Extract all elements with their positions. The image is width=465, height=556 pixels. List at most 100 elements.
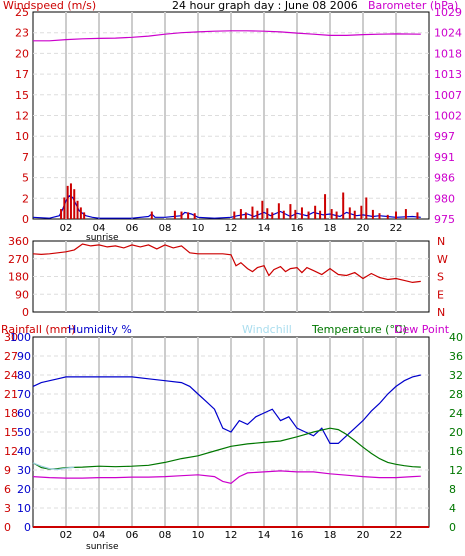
p3-temp-tick-16: 16 bbox=[449, 445, 463, 458]
p1-right-tick-975: 975 bbox=[434, 213, 455, 226]
p3-rain-tick-21: 21 bbox=[4, 388, 18, 401]
p1-right-tick-997: 997 bbox=[434, 130, 455, 143]
p1-x-tick-04: 04 bbox=[93, 223, 106, 234]
p3-humidity-tick-60: 60 bbox=[17, 407, 31, 420]
ticks-layer: 02 04 06 08 10 12 14 16 18 20 22025710121517202325… bbox=[4, 6, 463, 541]
p1-x-tick-22: 22 bbox=[390, 223, 403, 234]
p1-right-tick-986: 986 bbox=[434, 172, 455, 185]
dew-point-line bbox=[32, 470, 421, 484]
p1-left-tick-23: 23 bbox=[15, 27, 29, 40]
p2-right-tick-S-2: S bbox=[437, 271, 444, 284]
grid-layer bbox=[33, 12, 429, 527]
p3-x-tick-06: 06 bbox=[126, 530, 139, 541]
p3-rain-tick-3: 3 bbox=[4, 502, 11, 515]
p1-right-tick-1007: 1007 bbox=[434, 89, 462, 102]
p3-rain-tick-0: 0 bbox=[4, 521, 11, 534]
p3-rain-tick-12: 12 bbox=[4, 445, 18, 458]
temperature-line bbox=[32, 427, 421, 470]
wind-direction-line bbox=[32, 243, 421, 284]
p2-left-tick-0: 0 bbox=[22, 306, 29, 319]
p2-right-tick-W-1: W bbox=[437, 253, 448, 266]
p1-x-tick-10: 10 bbox=[192, 223, 205, 234]
p3-humidity-tick-0: 0 bbox=[24, 521, 31, 534]
p3-x-tick-02: 02 bbox=[60, 530, 73, 541]
windspeed-axis-label: Windspeed (m/s) bbox=[3, 0, 96, 12]
p1-left-tick-2: 2 bbox=[22, 192, 29, 205]
humidity--line bbox=[32, 374, 421, 444]
p1-left-tick-0: 0 bbox=[22, 213, 29, 226]
p3-rain-tick-18: 18 bbox=[4, 407, 18, 420]
p1-left-tick-20: 20 bbox=[15, 47, 29, 60]
humidity-axis-label: Humidity % bbox=[68, 323, 132, 336]
p1-x-tick-12: 12 bbox=[225, 223, 238, 234]
p3-x-tick-18: 18 bbox=[324, 530, 337, 541]
p3-temp-tick-8: 8 bbox=[449, 483, 456, 496]
p1-x-tick-18: 18 bbox=[324, 223, 337, 234]
p1-left-tick-25: 25 bbox=[15, 6, 29, 19]
p1-x-tick-06: 06 bbox=[126, 223, 139, 234]
p2-left-tick-180: 180 bbox=[8, 271, 29, 284]
p3-humidity-tick-70: 70 bbox=[17, 388, 31, 401]
sunrise-label-bottom: sunrise bbox=[86, 542, 119, 552]
p1-x-tick-14: 14 bbox=[258, 223, 271, 234]
p3-temp-tick-12: 12 bbox=[449, 464, 463, 477]
p3-rain-tick-9: 9 bbox=[4, 464, 11, 477]
p3-humidity-tick-10: 10 bbox=[17, 502, 31, 515]
p1-x-tick-08: 08 bbox=[159, 223, 172, 234]
windchill-line bbox=[32, 462, 75, 471]
windspeed-line bbox=[32, 195, 421, 219]
p3-x-tick-22: 22 bbox=[390, 530, 403, 541]
p3-x-tick-10: 10 bbox=[192, 530, 205, 541]
p1-left-tick-15: 15 bbox=[15, 89, 29, 102]
p3-temp-tick-24: 24 bbox=[449, 407, 463, 420]
p3-x-tick-12: 12 bbox=[225, 530, 238, 541]
p1-right-tick-1013: 1013 bbox=[434, 68, 462, 81]
dewpoint-label: Dew Point bbox=[394, 323, 450, 336]
p3-temp-tick-36: 36 bbox=[449, 350, 463, 363]
p3-humidity-tick-90: 90 bbox=[17, 350, 31, 363]
p1-left-tick-5: 5 bbox=[22, 172, 29, 185]
barometer-axis-label: Barometer (hPa) bbox=[368, 0, 458, 12]
p1-right-tick-1024: 1024 bbox=[434, 27, 462, 40]
p1-right-tick-980: 980 bbox=[434, 192, 455, 205]
p1-right-tick-1018: 1018 bbox=[434, 47, 462, 60]
p2-right-tick-N-4: N bbox=[437, 306, 445, 319]
p1-left-tick-12: 12 bbox=[15, 110, 29, 123]
chart-title: 24 hour graph day : June 08 2006 bbox=[172, 0, 358, 12]
p3-x-tick-20: 20 bbox=[357, 530, 370, 541]
p3-humidity-tick-40: 40 bbox=[17, 445, 31, 458]
p3-x-tick-04: 04 bbox=[93, 530, 106, 541]
p3-x-tick-14: 14 bbox=[258, 530, 271, 541]
p3-x-tick-16: 16 bbox=[291, 530, 304, 541]
p3-rain-tick-6: 6 bbox=[4, 483, 11, 496]
p1-right-tick-1029: 1029 bbox=[434, 6, 462, 19]
p3-humidity-tick-100: 100 bbox=[10, 331, 31, 344]
p2-left-tick-90: 90 bbox=[15, 288, 29, 301]
p3-temp-tick-4: 4 bbox=[449, 502, 456, 515]
p3-humidity-tick-20: 20 bbox=[17, 483, 31, 496]
p3-humidity-tick-50: 50 bbox=[17, 426, 31, 439]
p3-rain-tick-15: 15 bbox=[4, 426, 18, 439]
temperature-axis-label: Temperature (°C) bbox=[311, 323, 407, 336]
barometer-line bbox=[33, 30, 421, 42]
p1-right-tick-1002: 1002 bbox=[434, 110, 462, 123]
rainfall-axis-label: Rainfall (mm) bbox=[1, 323, 75, 336]
p3-rain-tick-24: 24 bbox=[4, 369, 18, 382]
p3-rain-tick-27: 27 bbox=[4, 350, 18, 363]
p1-left-tick-7: 7 bbox=[22, 151, 29, 164]
p1-left-tick-10: 10 bbox=[15, 130, 29, 143]
p3-humidity-tick-30: 30 bbox=[17, 464, 31, 477]
p3-humidity-tick-80: 80 bbox=[17, 369, 31, 382]
p1-right-tick-991: 991 bbox=[434, 151, 455, 164]
p2-right-tick-N-0: N bbox=[437, 235, 445, 248]
p1-x-tick-02: 02 bbox=[60, 223, 73, 234]
sunrise-label-top: sunrise bbox=[86, 233, 119, 243]
p1-left-tick-17: 17 bbox=[15, 68, 29, 81]
p3-rain-tick-30: 30 bbox=[4, 331, 18, 344]
p3-temp-tick-32: 32 bbox=[449, 369, 463, 382]
p2-right-tick-E-3: E bbox=[437, 288, 444, 301]
p3-temp-tick-40: 40 bbox=[449, 331, 463, 344]
windchill-label: Windchill bbox=[242, 323, 292, 336]
